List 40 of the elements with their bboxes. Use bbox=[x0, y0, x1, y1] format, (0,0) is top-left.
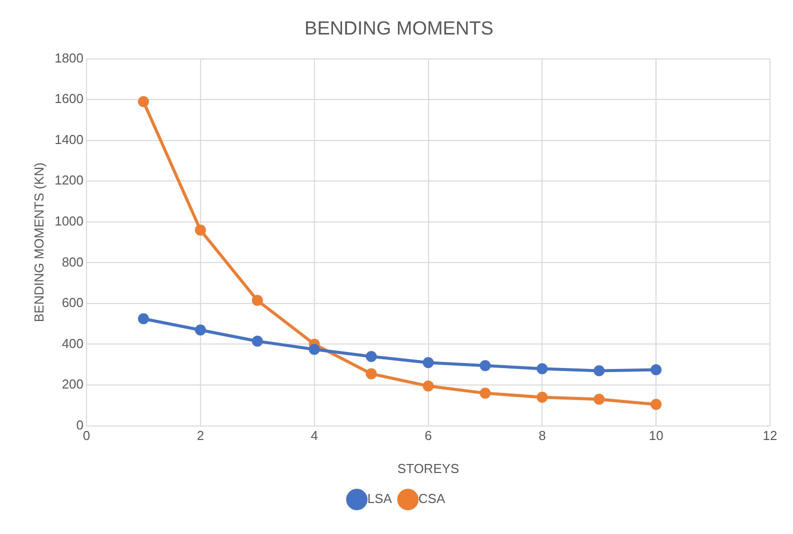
y-tick-label: 600 bbox=[62, 295, 84, 310]
y-tick-label: 1400 bbox=[54, 132, 84, 147]
y-tick-label: 200 bbox=[62, 376, 84, 392]
x-tick-label: 4 bbox=[310, 428, 318, 444]
point bbox=[422, 380, 434, 392]
point bbox=[536, 392, 548, 403]
x-tick-label: 6 bbox=[424, 428, 432, 444]
point bbox=[366, 368, 377, 380]
point bbox=[138, 313, 149, 324]
point bbox=[594, 365, 605, 376]
point bbox=[308, 344, 320, 355]
y-tick-label: 1800 bbox=[54, 50, 84, 66]
x-tick-label: 2 bbox=[196, 428, 204, 444]
point bbox=[252, 294, 263, 306]
chart-title: BENDING MOMENTS bbox=[304, 18, 494, 40]
point bbox=[366, 350, 377, 362]
point bbox=[422, 357, 434, 368]
point bbox=[594, 394, 605, 405]
x-tick-label: 8 bbox=[538, 428, 546, 444]
x-tick-label: 10 bbox=[648, 428, 664, 444]
y-tick-label: 1600 bbox=[54, 91, 84, 106]
legend-label: LSA bbox=[367, 491, 392, 506]
y-tick-label: 1000 bbox=[54, 213, 84, 228]
point bbox=[252, 336, 263, 347]
point bbox=[650, 364, 662, 376]
x-axis-title: STOREYS bbox=[397, 460, 460, 476]
x-tick-label: 12 bbox=[762, 428, 778, 444]
y-tick-label: 1200 bbox=[54, 172, 84, 188]
point bbox=[194, 324, 206, 336]
point bbox=[480, 360, 491, 372]
y-tick-label: 0 bbox=[76, 417, 84, 432]
y-axis-title: BENDING MOMENTS (KN) bbox=[31, 162, 46, 322]
y-tick-label: 800 bbox=[62, 254, 84, 270]
legend-label: CSA bbox=[418, 491, 446, 506]
point bbox=[194, 224, 206, 236]
y-tick-label: 400 bbox=[62, 336, 84, 351]
point bbox=[650, 398, 662, 410]
point bbox=[536, 363, 548, 374]
point bbox=[480, 388, 491, 399]
point bbox=[138, 96, 149, 108]
